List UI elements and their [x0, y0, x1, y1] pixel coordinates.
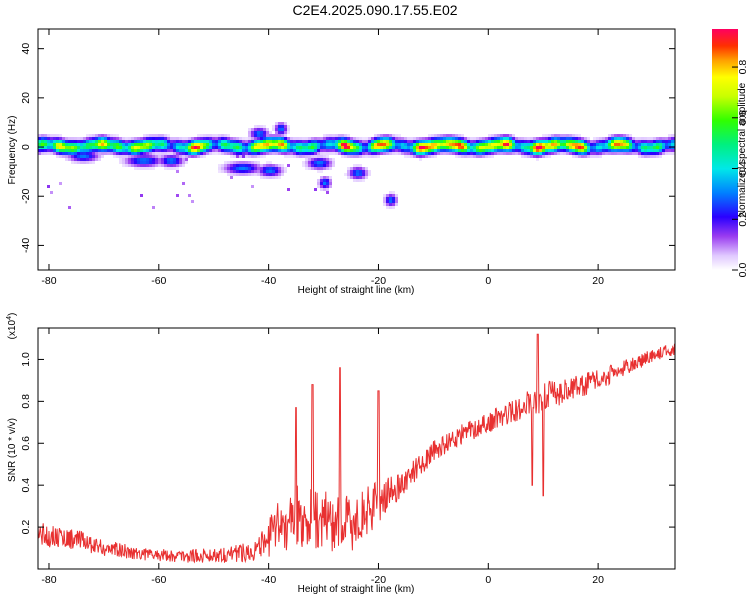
snr-x-tick-label: -60: [151, 574, 166, 586]
spectrogram-y-tick-label: 0: [20, 144, 32, 150]
snr-x-tick-label: -80: [41, 574, 56, 586]
spectrogram-y-tick-label: -20: [20, 188, 32, 203]
spectrogram-y-tick-label: -40: [20, 238, 32, 253]
snr-scale-label: (x104): [6, 313, 18, 340]
spectrogram-panel: -80 -60 -40 -20 0 20 -40 -20 0 20 40 Height of str…: [7, 28, 676, 296]
colorbar: 0.0 0.2 0.4 0.6 0.8 Normalized spectral ampl…: [712, 29, 749, 277]
spectrogram-y-tick-label: 40: [20, 43, 32, 55]
colorbar-tick-label: 0.4: [737, 161, 749, 176]
snr-y-axis-label: SNR (10 * v/v): [7, 418, 18, 482]
snr-y-tick-label: 0.4: [20, 478, 32, 493]
colorbar-label: Normalized spectral amplitude: [737, 82, 748, 217]
spectrogram-x-axis-label: Height of straight line (km): [298, 285, 415, 296]
spectrogram-x-tick-label: 20: [592, 275, 604, 287]
colorbar-tick-label: 0.8: [737, 60, 749, 75]
spectrogram-x-tick-label: 0: [485, 275, 491, 287]
snr-y-tick-label: 0.6: [20, 436, 32, 451]
spectrogram-x-tick-label: -40: [261, 275, 276, 287]
spectrogram-heatmap: [38, 122, 675, 209]
snr-x-axis-label: Height of straight line (km): [298, 584, 415, 595]
snr-y-tick-label: 0.2: [20, 520, 32, 535]
snr-x-tick-label: 20: [592, 574, 604, 586]
snr-x-tick-label: 0: [485, 574, 491, 586]
colorbar-tick-label: 0.2: [737, 212, 749, 227]
colorbar-tick-label: 0.6: [737, 110, 749, 125]
spectrogram-x-tick-label: -80: [41, 275, 56, 287]
snr-y-tick-label: 0.8: [20, 394, 32, 409]
snr-series-line: [38, 333, 675, 564]
spectrogram-y-tick-label: 20: [20, 92, 32, 104]
spectrogram-x-tick-label: -20: [371, 275, 386, 287]
colorbar-gradient: [712, 29, 738, 270]
snr-panel: -80 -60 -40 -20 0 20 0.2 0.4 0.6 0.8 1.0 Height of…: [6, 313, 676, 595]
figure-title: C2E4.2025.090.17.55.E02: [292, 2, 458, 18]
snr-x-tick-label: -20: [371, 574, 386, 586]
spectrogram-frame: [37, 28, 676, 271]
snr-x-tick-label: -40: [261, 574, 276, 586]
snr-y-tick-label: 1.0: [20, 352, 32, 367]
colorbar-tick-label: 0.0: [737, 263, 749, 278]
spectrogram-x-tick-label: -60: [151, 275, 166, 287]
spectrogram-y-axis-label: Frequency (Hz): [7, 116, 18, 185]
snr-frame: [37, 327, 676, 570]
